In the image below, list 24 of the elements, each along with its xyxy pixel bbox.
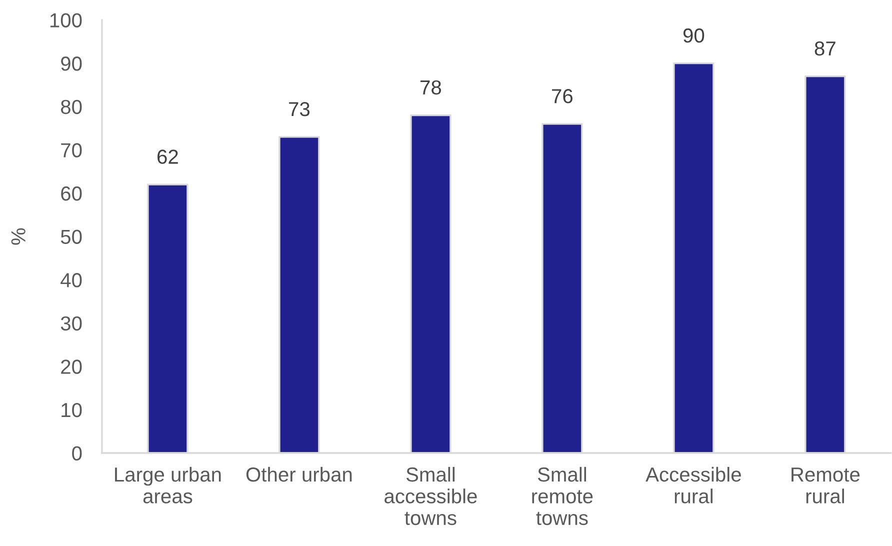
y-tick-label: 70 (61, 143, 82, 158)
x-tick-label: Other urban (246, 466, 352, 482)
y-tick-label: 50 (60, 230, 82, 244)
y-tick-label: 10 (62, 402, 82, 418)
data-label: 62 (158, 150, 178, 164)
x-tick-label: Remote rural (792, 468, 860, 504)
y-tick-label: 90 (61, 56, 82, 71)
x-tick-label: Small remote towns (532, 466, 593, 526)
data-label: 87 (814, 41, 836, 56)
y-tick-label: 0 (72, 446, 82, 461)
data-label: 78 (420, 80, 442, 95)
data-label: 73 (289, 102, 310, 116)
y-tick-label: 60 (61, 186, 82, 201)
y-tick-label: 80 (60, 100, 82, 114)
x-tick-label: Large urban areas (115, 466, 221, 504)
y-tick-label: 30 (60, 316, 82, 331)
x-tick-label: Small accessible towns (384, 466, 477, 526)
y-tick-label: 40 (60, 273, 82, 288)
data-label: 90 (683, 28, 704, 43)
x-tick-label: Accessible rural (646, 466, 741, 504)
y-tick-label: 20 (61, 360, 82, 374)
y-axis-title: % (11, 228, 26, 245)
y-tick-label: 100 (50, 13, 82, 28)
data-label: 76 (552, 89, 573, 104)
